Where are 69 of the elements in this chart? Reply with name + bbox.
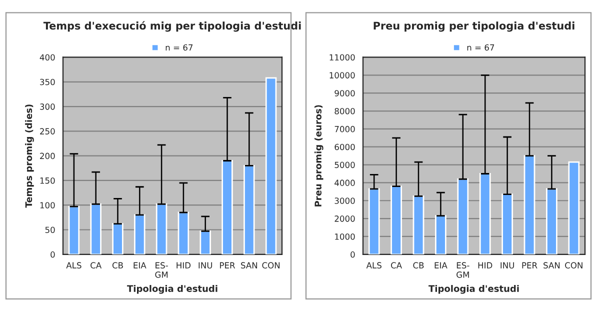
y-tick-label: 200 (40, 152, 55, 160)
y-tick-label: 50 (45, 226, 55, 234)
x-tick-label: ALS (366, 262, 382, 268)
bar (244, 164, 255, 254)
bar (265, 77, 277, 254)
bar (390, 186, 402, 254)
bar (68, 206, 80, 254)
y-tick-label: 400 (40, 54, 55, 61)
y-tick-label: 0 (50, 251, 55, 258)
bar (568, 161, 580, 254)
x-tick-label: ES- GM (456, 262, 470, 278)
bar (200, 230, 211, 254)
x-tick-label: INU (198, 262, 212, 268)
x-tick-label: CON (262, 262, 280, 268)
bar (457, 178, 469, 254)
y-tick-label: 1000 (335, 233, 355, 240)
y-tick-label: 300 (40, 104, 55, 110)
bar (134, 214, 146, 254)
y-axis-title: Temps promig (dies) (25, 104, 34, 208)
x-tick-label: SAN (241, 262, 258, 268)
y-tick-label: 150 (40, 177, 55, 184)
y-tick-label: 9000 (334, 90, 355, 96)
x-tick-label: ALS (66, 262, 82, 268)
y-tick-label: 350 (40, 78, 55, 86)
bar (524, 155, 536, 254)
y-tick-label: 100 (40, 202, 55, 208)
y-tick-label: 8000 (334, 108, 355, 114)
bar (435, 215, 446, 254)
y-tick-label: 250 (40, 128, 55, 134)
x-tick-label: PER (522, 262, 538, 268)
x-tick-label: SAN (544, 262, 560, 268)
x-tick-label: CB (112, 262, 123, 268)
y-tick-label: 11000 (330, 54, 355, 61)
bar (412, 195, 424, 254)
y-tick-label: 3000 (334, 198, 355, 204)
y-tick-label: 10000 (330, 72, 355, 78)
legend-label: n = 67 (467, 44, 494, 51)
x-tick-label: EIA (134, 262, 146, 268)
y-tick-label: 7000 (334, 126, 355, 132)
legend-label: n = 67 (166, 44, 193, 51)
x-tick-label: CA (391, 262, 402, 268)
y-tick-label: 2000 (334, 216, 355, 222)
x-tick-label: ES- GM (155, 262, 168, 278)
x-axis-title: Tipologia d'estudi (127, 284, 218, 294)
x-tick-label: HID (176, 262, 191, 268)
x-tick-label: INU (500, 262, 514, 268)
y-axis-title: Preu promig (euros) (314, 105, 324, 206)
x-tick-label: CA (90, 262, 102, 268)
x-tick-label: CB (413, 262, 424, 268)
x-tick-label: HID (478, 262, 492, 268)
y-tick-label: 5000 (334, 162, 355, 168)
bar (112, 223, 124, 254)
bar (479, 173, 491, 254)
bar (222, 160, 233, 254)
bar (90, 203, 102, 254)
bar (368, 188, 380, 254)
bar (156, 203, 168, 254)
x-axis-title: Tipologia d'estudi (428, 284, 519, 294)
bar (546, 188, 558, 254)
bar (502, 194, 513, 254)
chart-title: Preu promig per tipologia d'estudi (374, 22, 574, 32)
y-tick-label: 6000 (334, 144, 355, 150)
chart-title: Temps d'execució mig per tipologia d'estudi (43, 21, 301, 32)
x-tick-label: PER (220, 262, 236, 268)
bar (178, 212, 190, 254)
x-tick-label: EIA (434, 262, 448, 268)
y-tick-label: 0 (350, 251, 355, 258)
x-tick-label: CON (565, 262, 582, 268)
y-tick-label: 4000 (334, 180, 355, 186)
